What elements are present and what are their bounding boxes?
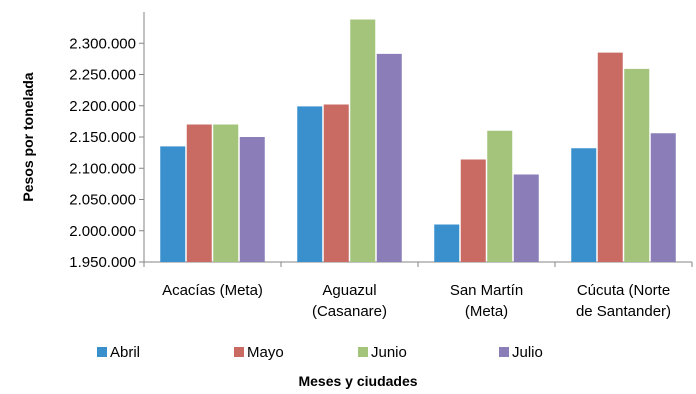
legend: Abril Mayo Junio Julio [97, 344, 543, 361]
bar-julio [376, 53, 402, 262]
bar-julio [239, 137, 265, 262]
category-label: Acacías (Meta) [162, 282, 263, 299]
bar-abril [297, 106, 323, 262]
legend-label-mayo: Mayo [247, 344, 284, 361]
category-label: (Meta) [465, 303, 508, 320]
y-tick-label: 2.150.000 [69, 129, 136, 146]
y-tick-labels: 1.950.000 2.000.000 2.050.000 2.100.000 2.15… [69, 35, 136, 271]
y-tick-label: 2.200.000 [69, 98, 136, 115]
y-tick-label: 2.250.000 [69, 67, 136, 84]
legend-label-julio: Julio [512, 344, 543, 361]
legend-swatch-abril [97, 347, 107, 357]
y-tick-label: 1.950.000 [69, 254, 136, 271]
legend-swatch-mayo [234, 347, 244, 357]
bar-abril [160, 146, 186, 262]
bar-abril [434, 224, 460, 262]
y-axis-title: Pesos por tonelada [20, 72, 36, 201]
bar-mayo [186, 124, 212, 262]
y-tick-label: 2.050.000 [69, 192, 136, 209]
category-label: de Santander) [576, 303, 671, 320]
legend-label-junio: Junio [371, 344, 407, 361]
category-label: (Casanare) [312, 303, 387, 320]
category-label: Aguazul [322, 282, 376, 299]
y-tick-label: 2.000.000 [69, 223, 136, 240]
bar-junio [213, 124, 239, 262]
legend-swatch-junio [358, 347, 368, 357]
legend-label-abril: Abril [110, 344, 140, 361]
category-label: Cúcuta (Norte [577, 282, 670, 299]
bar-julio [650, 133, 676, 262]
bar-abril [571, 148, 597, 262]
category-label: San Martín [450, 282, 523, 299]
x-axis-title: Meses y ciudades [298, 373, 417, 389]
bar-mayo [323, 104, 349, 262]
bar-julio [513, 174, 539, 262]
legend-swatch-julio [499, 347, 509, 357]
bar-junio [624, 68, 650, 262]
bar-mayo [460, 159, 486, 262]
bar-junio [487, 130, 513, 262]
bar-junio [350, 19, 376, 262]
bars [160, 19, 676, 262]
y-tick-label: 2.100.000 [69, 160, 136, 177]
bar-mayo [597, 52, 623, 262]
y-tick-label: 2.300.000 [69, 35, 136, 52]
category-labels: Acacías (Meta) Aguazul (Casanare) San Martí… [162, 282, 671, 320]
